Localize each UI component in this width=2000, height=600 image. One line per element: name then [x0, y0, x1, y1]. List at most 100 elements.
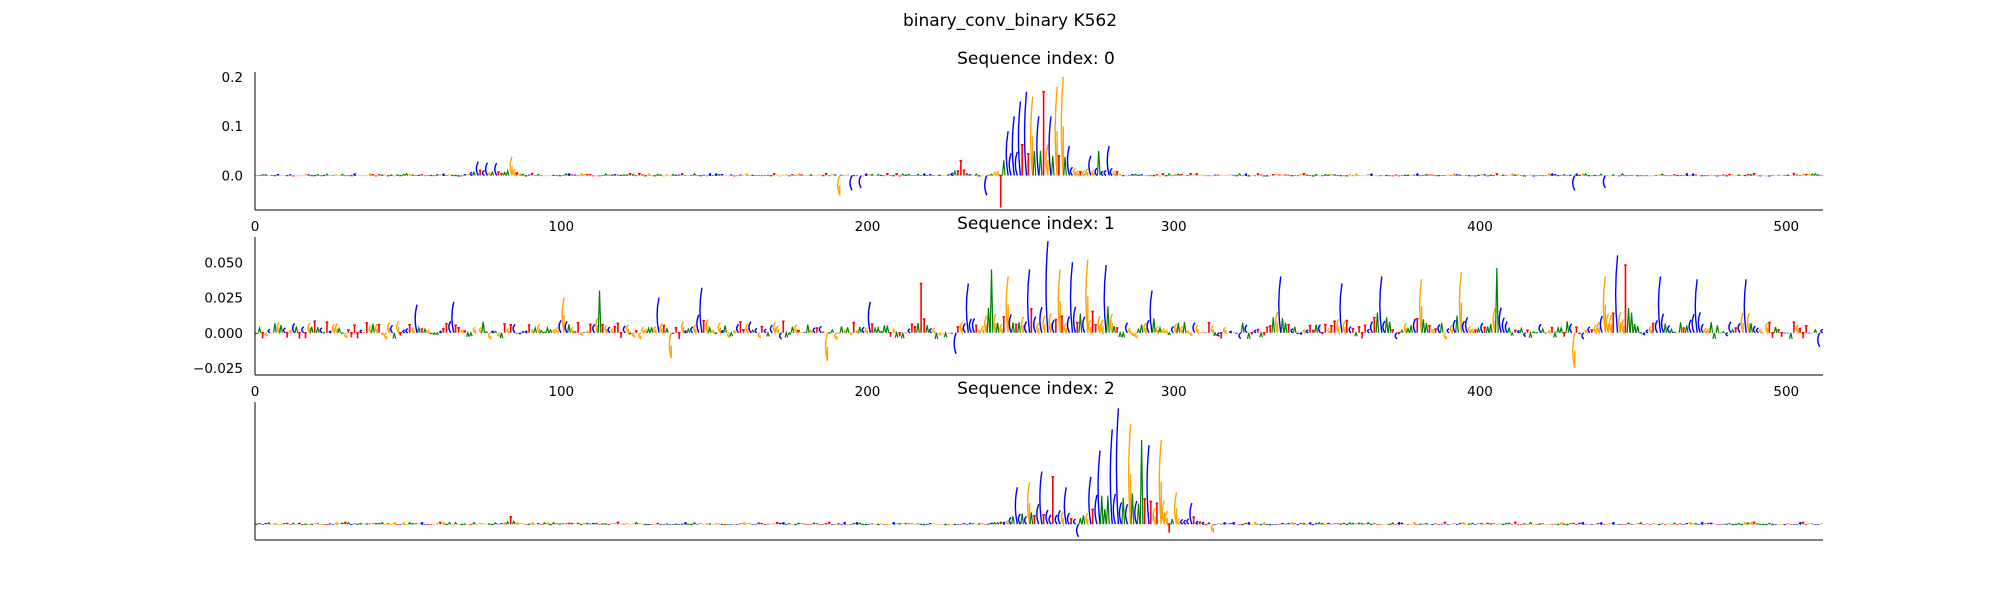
logo-letter — [1311, 329, 1315, 333]
logo-letter — [649, 327, 654, 333]
logo-letter — [702, 319, 705, 333]
logo-letter — [582, 522, 586, 525]
logo-letter — [1498, 523, 1502, 525]
logo-letter — [453, 521, 458, 525]
logo-letter — [402, 521, 406, 526]
logo-letter — [448, 174, 451, 176]
logo-letter — [941, 332, 944, 334]
logo-letter — [466, 524, 470, 525]
logo-letter — [1621, 524, 1624, 525]
logo-letter — [1488, 323, 1493, 333]
logo-letter — [438, 174, 442, 176]
logo-letter — [1167, 523, 1171, 533]
logo-letter — [344, 521, 347, 525]
logo-letter — [359, 522, 363, 525]
logo-letter — [558, 174, 562, 177]
logo-letter — [1088, 476, 1092, 525]
x-tick-label: 200 — [855, 384, 881, 400]
logo-letter — [943, 330, 948, 338]
logo-letter — [1755, 175, 1759, 177]
logo-letter — [837, 332, 840, 334]
logo-letter — [585, 522, 589, 525]
logo-letter — [956, 170, 960, 176]
logo-letter — [1725, 332, 1729, 337]
logo-letter — [1036, 116, 1040, 176]
logo-letter — [904, 523, 908, 525]
logo-letter — [1737, 322, 1741, 334]
logo-letter — [1158, 439, 1162, 525]
logo-letter — [1232, 174, 1235, 176]
logo-letter — [729, 331, 734, 337]
logo-letter — [971, 523, 975, 525]
logo-letter — [1262, 175, 1266, 177]
logo-letter — [1504, 321, 1508, 334]
logo-letter — [1149, 500, 1153, 525]
logo-letter — [781, 521, 785, 525]
logo-letter — [548, 328, 553, 334]
logo-letter — [1390, 522, 1395, 525]
logo-letter — [1379, 524, 1382, 525]
logo-letter — [438, 521, 442, 525]
logo-letter — [1198, 175, 1202, 177]
logo-letter — [707, 326, 712, 333]
x-tick-label: 500 — [1773, 384, 1799, 400]
logo-letter — [564, 320, 568, 334]
logo-letter — [1455, 524, 1459, 525]
logo-letter — [1094, 494, 1098, 525]
logo-letter — [1528, 330, 1533, 338]
logo-letter — [1403, 523, 1407, 525]
logo-letter — [1565, 175, 1569, 177]
logo-letter — [965, 524, 969, 525]
logo-letter — [407, 521, 412, 525]
logo-panel-2: Sequence index: 2 — [254, 379, 1823, 541]
logo-letter — [1042, 90, 1045, 176]
logo-letter — [1345, 174, 1349, 177]
logo-letter — [1458, 272, 1463, 333]
logo-letter — [500, 172, 503, 176]
logo-letter — [772, 523, 776, 525]
logo-letter — [435, 331, 440, 336]
logo-letter — [1639, 175, 1643, 177]
logo-letter — [1719, 175, 1722, 177]
logo-letter — [463, 330, 467, 333]
logo-letter — [1645, 329, 1649, 334]
logo-letter — [1011, 116, 1015, 176]
logo-letter — [797, 329, 800, 333]
logo-letter — [1005, 520, 1009, 526]
logo-letter — [1547, 329, 1551, 334]
logo-panel-1: Sequence index: 1 −0.025 0.000 0.025 0.050 0 1… — [193, 214, 1824, 400]
logo-letter — [1538, 323, 1542, 334]
logo-letter — [1186, 518, 1190, 525]
logo-letter — [843, 521, 846, 525]
logo-letter — [1302, 522, 1306, 525]
logo-letter — [1057, 269, 1061, 333]
logo-letter — [886, 524, 889, 526]
logo-letter — [1599, 315, 1603, 334]
logo-letter — [1290, 521, 1294, 526]
logo-letter — [935, 524, 938, 525]
logo-letter — [1771, 174, 1774, 176]
logo-letter — [301, 524, 304, 526]
logo-letter — [861, 326, 865, 334]
logo-letter — [432, 175, 436, 177]
logo-letter — [1302, 172, 1306, 176]
logo-letter — [984, 315, 988, 334]
logo-letter — [1624, 175, 1627, 177]
logo-letter — [732, 330, 737, 334]
logo-letter — [683, 330, 687, 334]
logo-letter — [839, 326, 844, 333]
logo-letter — [273, 323, 277, 333]
logo-letter — [1516, 329, 1520, 334]
logo-letter — [1274, 311, 1279, 334]
logo-letter — [1348, 521, 1352, 525]
logo-letter — [1418, 279, 1423, 333]
logo-letter — [745, 173, 749, 177]
logo-letter — [800, 174, 803, 176]
logo-letter — [1458, 174, 1462, 177]
logo-letter — [745, 323, 749, 335]
logo-letter — [686, 327, 691, 333]
logo-letter — [631, 173, 635, 176]
logo-letter — [570, 174, 574, 176]
logo-letter — [383, 174, 387, 176]
logo-letter — [392, 521, 397, 526]
